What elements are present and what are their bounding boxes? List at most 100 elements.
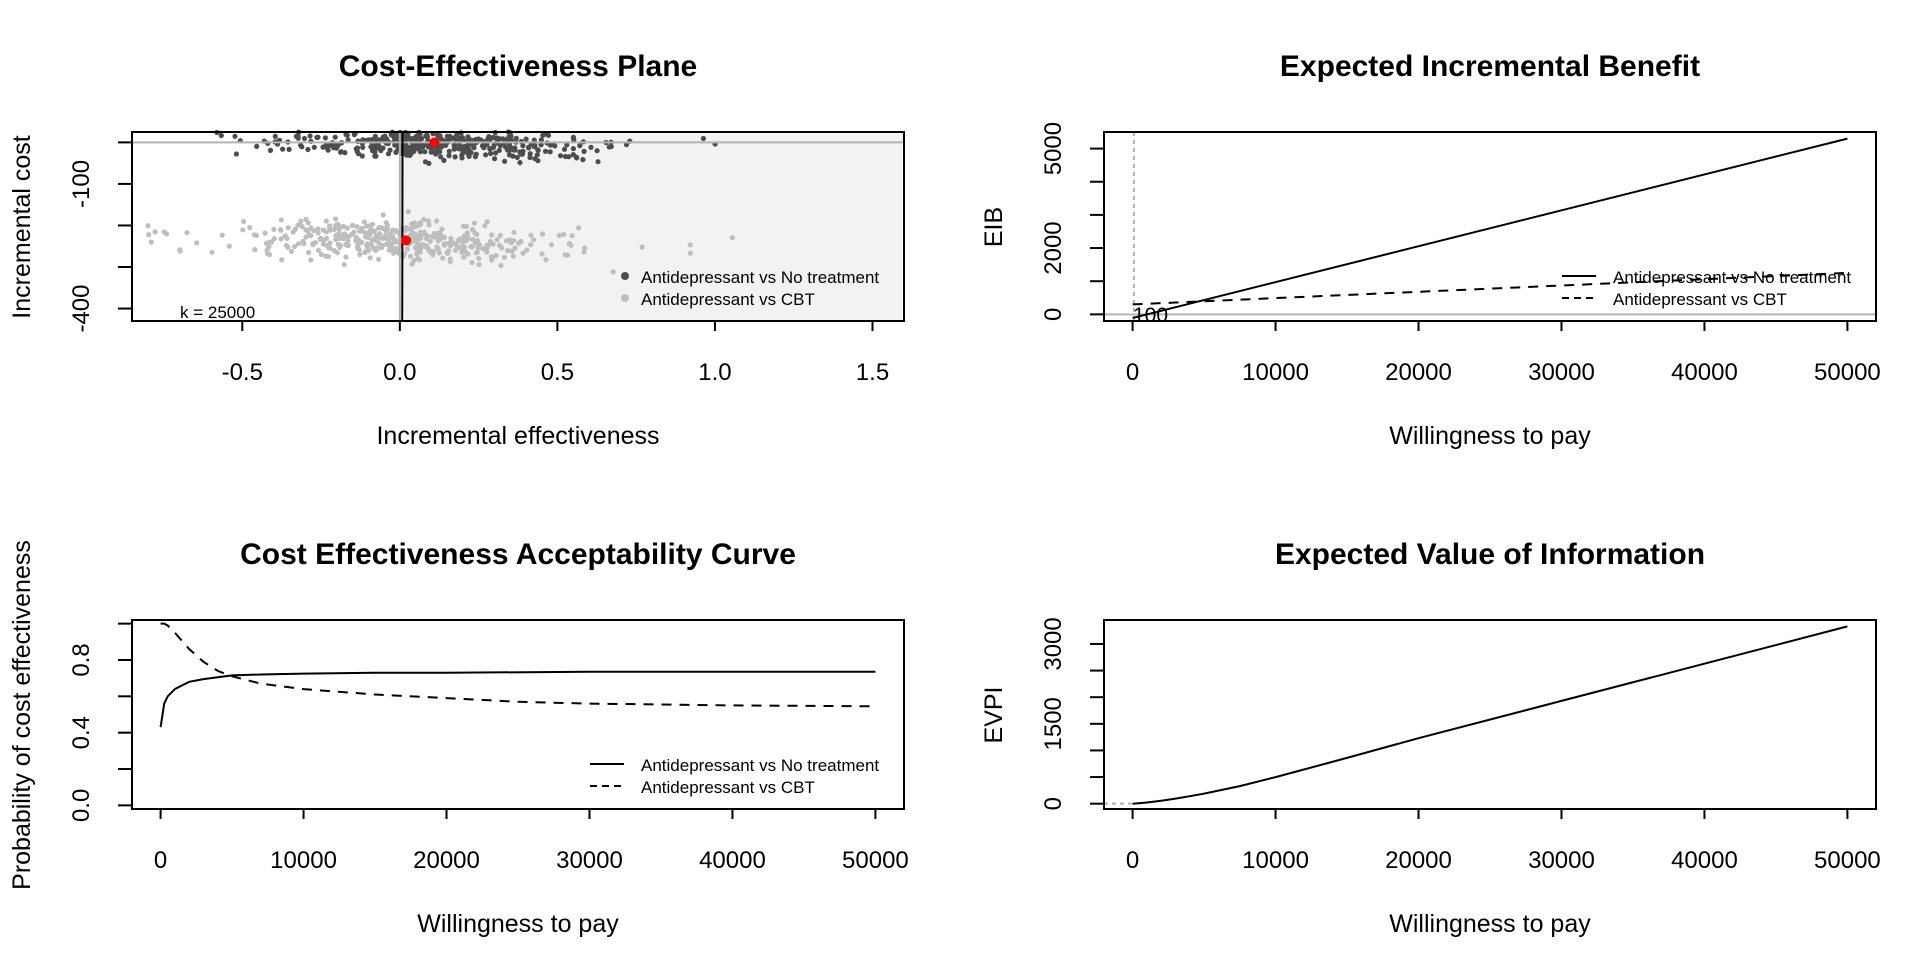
ce-plane-y-tick-label: -100 bbox=[68, 160, 95, 208]
ce-plane-point bbox=[149, 240, 154, 245]
ce-plane-point bbox=[314, 135, 319, 140]
eib-breakeven-annotation: 100 bbox=[1133, 304, 1168, 327]
ce-plane-point bbox=[561, 232, 566, 237]
ce-plane-point bbox=[316, 230, 321, 235]
ce-plane-point bbox=[324, 218, 329, 223]
ce-plane-point bbox=[392, 246, 397, 251]
ce-plane-point bbox=[582, 149, 587, 154]
ce-plane-point bbox=[461, 238, 466, 243]
ce-plane-point bbox=[452, 147, 457, 152]
ce-plane-point bbox=[301, 241, 306, 246]
evpi-y-label: EVPI bbox=[980, 687, 1008, 744]
ce-plane-point bbox=[403, 148, 408, 153]
ce-plane-point bbox=[299, 224, 304, 229]
ce-plane-point bbox=[548, 149, 553, 154]
ce-plane-point bbox=[570, 233, 575, 238]
ce-plane-point bbox=[252, 247, 257, 252]
ce-plane-point bbox=[392, 135, 397, 140]
evpi-y-tick-label: 1500 bbox=[1040, 697, 1067, 750]
ce-plane-point bbox=[465, 252, 470, 257]
ceac-x-label: Willingness to pay bbox=[417, 910, 619, 938]
evpi-x-tick-label: 20000 bbox=[1385, 847, 1452, 874]
ce-plane-point bbox=[730, 235, 735, 240]
ce-plane-point bbox=[475, 238, 480, 243]
ce-plane-point bbox=[688, 251, 693, 256]
ce-plane-point bbox=[326, 245, 331, 250]
ce-plane-point bbox=[381, 212, 386, 217]
ce-plane-point bbox=[308, 133, 313, 138]
ce-plane-point bbox=[511, 254, 516, 259]
ce-plane-point bbox=[267, 252, 272, 257]
ceac-panel: Cost Effectiveness Acceptability Curve 0… bbox=[8, 538, 909, 938]
evpi-x-tick-label: 40000 bbox=[1671, 847, 1738, 874]
ce-plane-point bbox=[495, 237, 500, 242]
ce-plane-point bbox=[580, 157, 585, 162]
ce-plane-x-tick-label: -0.5 bbox=[222, 359, 263, 386]
ce-plane-point bbox=[194, 240, 199, 245]
ce-plane-point bbox=[474, 250, 479, 255]
ce-plane-point bbox=[482, 223, 487, 228]
ce-plane-point bbox=[509, 249, 514, 254]
ce-plane-point bbox=[441, 242, 446, 247]
ce-plane-point bbox=[382, 134, 387, 139]
ceac-x-tick-label: 30000 bbox=[556, 847, 623, 874]
ce-plane-point bbox=[280, 147, 285, 152]
ce-plane-point bbox=[446, 248, 451, 253]
ce-plane-point bbox=[688, 242, 693, 247]
ce-plane-point bbox=[384, 235, 389, 240]
ce-plane-point bbox=[416, 136, 421, 141]
ce-plane-point bbox=[549, 242, 554, 247]
ce-plane-point bbox=[388, 148, 393, 153]
ce-plane-point bbox=[284, 243, 289, 248]
legend-label-cbt: Antidepressant vs CBT bbox=[641, 290, 815, 309]
ce-plane-point bbox=[263, 231, 268, 236]
eib-y-tick-label: 2000 bbox=[1040, 221, 1067, 274]
ce-plane-point bbox=[305, 147, 310, 152]
ce-plane-point bbox=[499, 245, 504, 250]
ce-plane-point bbox=[350, 223, 355, 228]
ce-plane-point bbox=[406, 209, 411, 214]
ce-plane-point bbox=[480, 143, 485, 148]
ce-plane-point bbox=[333, 216, 338, 221]
ce-plane-point bbox=[491, 135, 496, 140]
evpi-title: Expected Value of Information bbox=[1275, 538, 1705, 571]
ce-plane-point bbox=[582, 246, 587, 251]
ce-plane-point bbox=[519, 151, 524, 156]
ce-plane-k-annotation: k = 25000 bbox=[180, 303, 255, 322]
ce-plane-point bbox=[413, 222, 418, 227]
ce-plane-point bbox=[426, 161, 431, 166]
ce-plane-point bbox=[366, 235, 371, 240]
ce-plane-point bbox=[273, 134, 278, 139]
ce-plane-point bbox=[437, 149, 442, 154]
ce-plane-point bbox=[470, 244, 475, 249]
eib-x-tick-label: 40000 bbox=[1671, 359, 1738, 386]
eib-x-tick-label: 0 bbox=[1126, 359, 1139, 386]
ce-plane-point bbox=[565, 253, 570, 258]
ce-plane-point bbox=[323, 254, 328, 259]
eib-y-label: EIB bbox=[980, 207, 1008, 247]
ce-plane-point bbox=[434, 235, 439, 240]
ce-plane-point bbox=[347, 234, 352, 239]
ce-plane-point bbox=[368, 255, 373, 260]
ce-plane-point bbox=[279, 217, 284, 222]
ce-plane-point bbox=[577, 143, 582, 148]
ce-plane-x-tick-label: 0.0 bbox=[383, 359, 416, 386]
ce-plane-y-label: Incremental cost bbox=[8, 135, 36, 318]
ce-plane-point bbox=[387, 248, 392, 253]
ce-plane-x-tick-label: 1.0 bbox=[698, 359, 731, 386]
ce-plane-point bbox=[453, 154, 458, 159]
evpi-x-label: Willingness to pay bbox=[1389, 910, 1591, 938]
ce-plane-point bbox=[333, 135, 338, 140]
ce-plane-x-label: Incremental effectiveness bbox=[376, 422, 659, 450]
ce-plane-point bbox=[536, 148, 541, 153]
ce-plane-point bbox=[342, 262, 347, 267]
ce-plane-point bbox=[284, 236, 289, 241]
ce-plane-point bbox=[287, 147, 292, 152]
ce-plane-point bbox=[359, 240, 364, 245]
ce-plane-point bbox=[486, 134, 491, 139]
evpi-series bbox=[1133, 626, 1848, 803]
ce-plane-point bbox=[178, 249, 183, 254]
ce-plane-point bbox=[291, 230, 296, 235]
ce-plane-point bbox=[448, 236, 453, 241]
